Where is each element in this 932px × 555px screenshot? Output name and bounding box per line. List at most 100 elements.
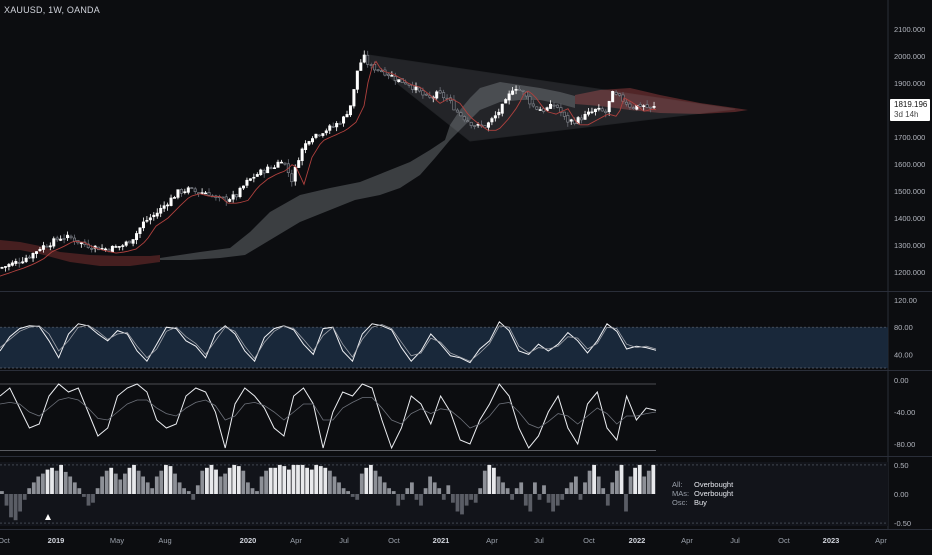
candle-body	[376, 69, 380, 72]
candle-body	[359, 62, 363, 71]
rating-bar	[628, 476, 633, 494]
candle-body	[228, 199, 232, 202]
candle-body	[562, 111, 566, 117]
candle-body	[124, 241, 128, 246]
candle-body	[407, 83, 411, 86]
oscillator-series-1	[0, 324, 657, 362]
rating-bar	[578, 494, 583, 500]
candle-body	[321, 133, 325, 136]
rating-bar	[72, 482, 77, 494]
candle-body	[7, 264, 11, 267]
rating-bar	[287, 469, 291, 494]
rating-bar	[487, 464, 492, 494]
candle-body	[166, 204, 170, 207]
rating-bar	[22, 494, 27, 500]
candle-body	[600, 108, 604, 112]
candle-body	[369, 64, 373, 66]
last-price-badge: 1819.196 3d 14h	[890, 99, 930, 121]
candle-body	[231, 194, 235, 200]
rating-bar	[50, 467, 54, 494]
candle-body	[652, 106, 656, 108]
moving-average-line	[0, 60, 657, 277]
rating-bar	[164, 464, 168, 494]
candle-body	[531, 103, 535, 107]
rating-bar	[246, 482, 250, 494]
candle-body	[273, 167, 277, 169]
rating-bar	[9, 494, 13, 518]
candle-body	[59, 238, 63, 241]
candle-body	[338, 123, 342, 125]
rating-bar	[473, 494, 478, 503]
candle-body	[248, 178, 252, 181]
candle-body	[331, 126, 335, 128]
signal-marker-icon	[45, 514, 51, 520]
candle-body	[14, 261, 18, 264]
rating-bar	[282, 466, 287, 494]
rating-bar	[154, 476, 159, 494]
candle-body	[41, 245, 45, 250]
candle-body	[607, 100, 611, 113]
ichimoku-cloud-bull	[160, 82, 575, 260]
candle-body	[555, 104, 559, 108]
candle-body	[190, 187, 194, 189]
candle-body	[45, 245, 49, 248]
rating-bar	[91, 494, 95, 503]
rating-bar	[227, 467, 232, 494]
candle-body	[366, 54, 370, 65]
symbol-title[interactable]: XAUUSD, 1W, OANDA	[4, 5, 100, 15]
price-tick-label: 1600.000	[894, 160, 925, 169]
candle-body	[552, 104, 556, 107]
time-axis-label: Apr	[681, 536, 693, 545]
candle-body	[293, 166, 297, 182]
rating-bar	[268, 467, 273, 494]
rating-bar	[309, 469, 314, 494]
candle-body	[497, 111, 501, 116]
candle-body	[107, 248, 111, 252]
rating-bar	[200, 470, 205, 494]
rating-bar	[405, 488, 410, 494]
candle-body	[90, 248, 94, 250]
williams-tick-label: -80.00	[894, 440, 915, 449]
candle-body	[17, 262, 21, 264]
rating-bar	[291, 464, 296, 494]
legend-row-osc: Osc: Buy	[672, 498, 733, 507]
candle-body	[169, 197, 173, 206]
candle-body	[55, 237, 59, 241]
rating-bar	[109, 467, 114, 494]
rating-bar	[63, 471, 68, 494]
candle-body	[618, 93, 622, 96]
candle-body	[242, 185, 246, 189]
legend-value: Overbought	[694, 489, 734, 498]
candle-body	[566, 115, 570, 123]
candle-body	[252, 176, 256, 179]
williams-series-0	[0, 383, 657, 450]
rating-bar	[18, 494, 22, 512]
rating-bar	[4, 494, 9, 506]
legend-key: All:	[672, 480, 683, 489]
rating-bar	[328, 470, 332, 494]
rating-bar	[250, 488, 255, 494]
rating-bar	[615, 470, 619, 494]
rating-bar	[601, 488, 606, 494]
oscillator-tick-label: 40.00	[894, 350, 913, 359]
candle-body	[245, 179, 249, 186]
candle-body	[435, 91, 439, 99]
rating-bar	[596, 476, 601, 494]
candle-body	[235, 194, 239, 198]
candle-body	[204, 192, 208, 195]
time-axis-label: Jul	[339, 536, 349, 545]
rating-bar	[564, 488, 569, 494]
price-tick-label: 2000.000	[894, 52, 925, 61]
candle-body	[493, 115, 497, 119]
candle-body	[276, 161, 280, 168]
rating-bar	[428, 476, 432, 494]
candle-body	[162, 205, 166, 209]
rating-bar	[382, 482, 387, 494]
rating-bar	[236, 466, 241, 494]
candle-body	[590, 111, 594, 114]
rating-bar	[77, 488, 82, 494]
candle-body	[24, 257, 28, 262]
candle-body	[335, 123, 339, 128]
